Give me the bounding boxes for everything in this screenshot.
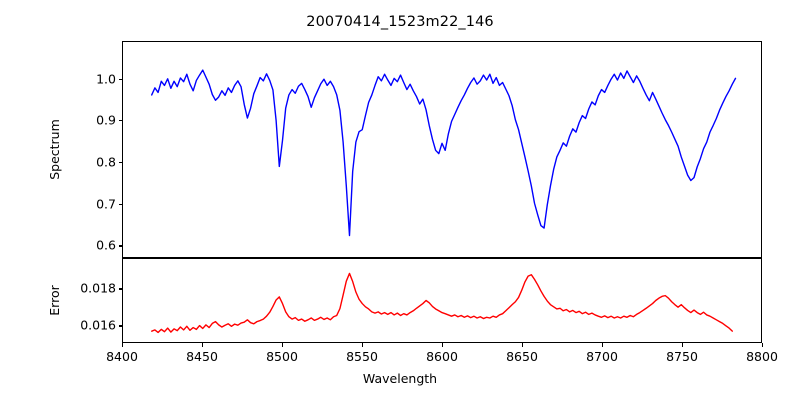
wavelength-xtick-mark	[602, 343, 604, 347]
spectrum-axis-label: Spectrum	[46, 118, 62, 180]
spectrum-ytick-label: 0.6	[96, 237, 116, 253]
wavelength-xtick-label: 8750	[666, 349, 698, 364]
error-ytick-label: 0.018	[80, 280, 116, 296]
spectrum-line-series	[123, 42, 761, 257]
wavelength-xtick-mark	[442, 343, 444, 347]
wavelength-xtick-label: 8650	[506, 349, 538, 364]
error-line-series	[123, 259, 761, 342]
spectrum-ytick-label: 1.0	[96, 71, 116, 87]
spectrum-ytick-mark	[118, 245, 122, 247]
spectrum-ytick-mark	[118, 78, 122, 80]
error-ytick-label: 0.016	[80, 317, 116, 333]
error-axis-label: Error	[46, 284, 62, 316]
wavelength-xtick-mark	[282, 343, 284, 347]
wavelength-xtick-mark	[762, 343, 764, 347]
spectrum-plot-area	[122, 41, 762, 258]
wavelength-xtick-mark	[362, 343, 364, 347]
wavelength-xtick-mark	[202, 343, 204, 347]
wavelength-xtick-mark	[122, 343, 124, 347]
spectrum-ytick-mark	[118, 203, 122, 205]
wavelength-xtick-label: 8700	[586, 349, 618, 364]
error-ytick-mark	[118, 325, 122, 327]
wavelength-xtick-label: 8800	[746, 349, 778, 364]
wavelength-xtick-label: 8450	[186, 349, 218, 364]
spectrum-ytick-label: 0.9	[96, 112, 116, 128]
spectrum-ytick-mark	[118, 120, 122, 122]
wavelength-xtick-mark	[522, 343, 524, 347]
wavelength-xtick-label: 8500	[266, 349, 298, 364]
error-plot-area	[122, 258, 762, 343]
wavelength-axis-label: Wavelength	[362, 371, 438, 386]
wavelength-xtick-mark	[682, 343, 684, 347]
page-title: 20070414_1523m22_146	[306, 14, 494, 30]
wavelength-xtick-label: 8600	[426, 349, 458, 364]
spectrum-ytick-label: 0.8	[96, 154, 116, 170]
spectrum-ytick-label: 0.7	[96, 196, 116, 212]
spectrum-ytick-mark	[118, 162, 122, 164]
error-ytick-mark	[118, 288, 122, 290]
wavelength-xtick-label: 8400	[106, 349, 138, 364]
wavelength-xtick-label: 8550	[346, 349, 378, 364]
